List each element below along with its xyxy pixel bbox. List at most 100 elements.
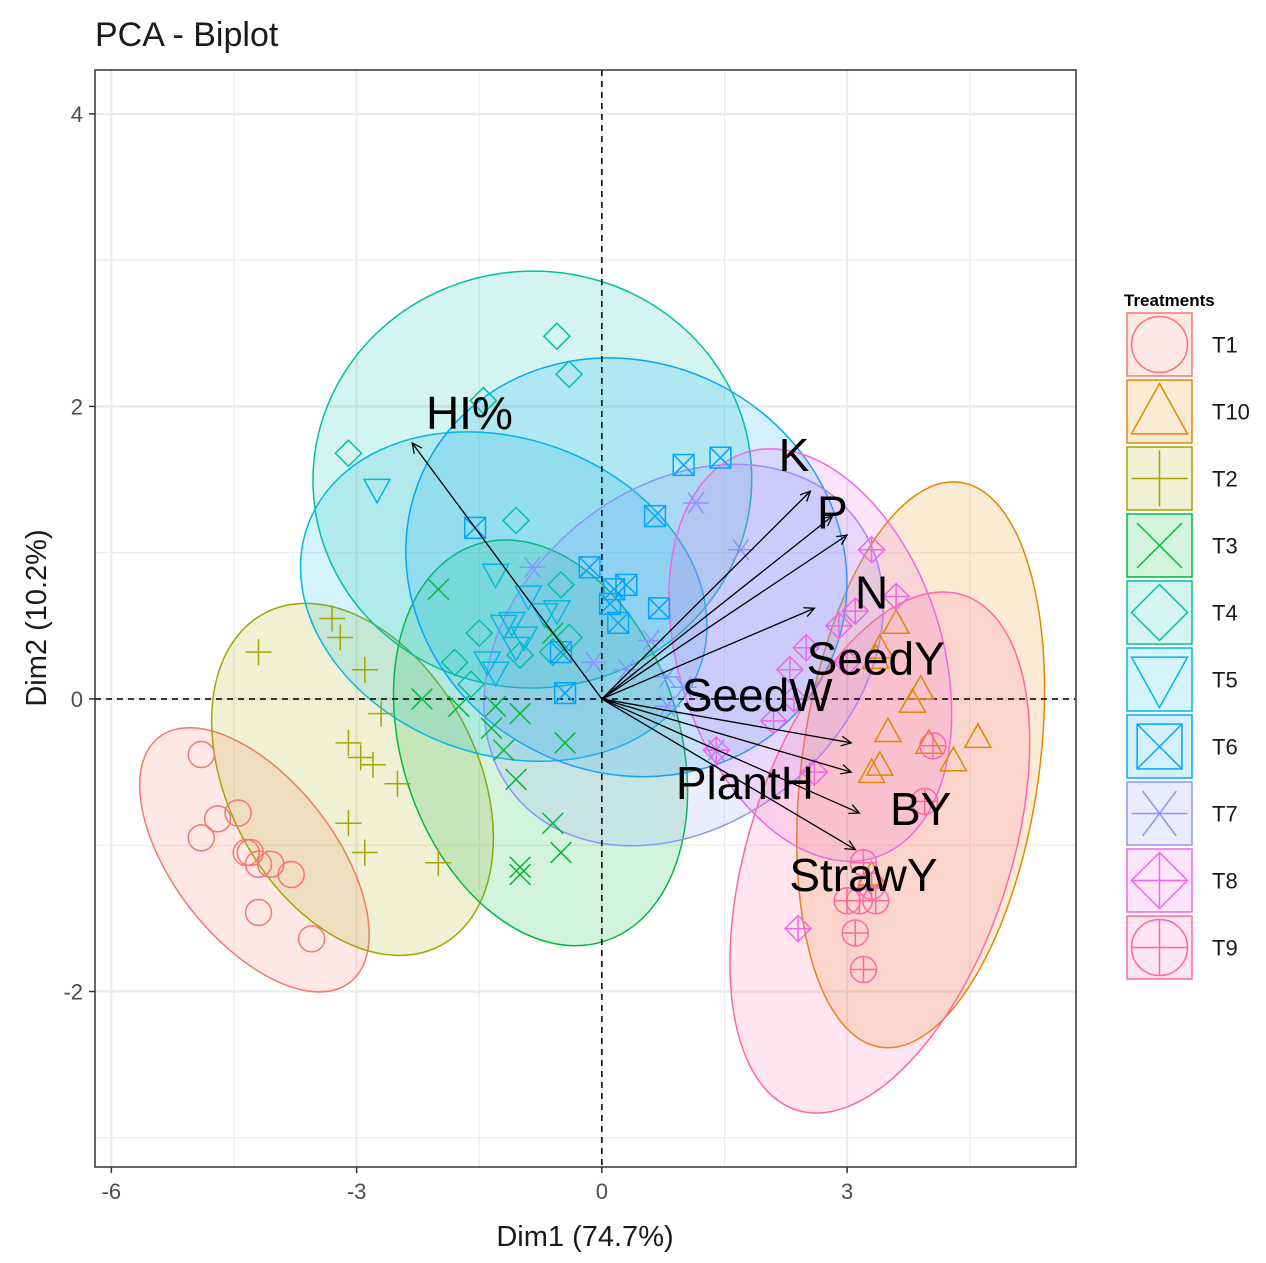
data-point-t9 — [911, 787, 939, 816]
data-point-t8 — [857, 535, 886, 564]
data-point-t7 — [670, 676, 697, 699]
data-point-t9 — [849, 955, 878, 984]
variable-arrow-line — [601, 698, 852, 773]
x-tick-label: -3 — [347, 1179, 367, 1204]
legend: Treatments T1 T10 T2 T3 T4 T5 T6 T7 T8 T9 — [1124, 291, 1250, 980]
data-point-t5 — [501, 636, 531, 663]
variable-label: SeedW — [682, 669, 833, 721]
data-point-t6 — [578, 556, 601, 579]
variable-label: P — [817, 486, 848, 538]
data-point-t10 — [861, 643, 890, 670]
legend-marker-t4 — [1130, 583, 1189, 642]
variable-arrow-head — [844, 840, 857, 851]
data-point-t1 — [187, 740, 216, 769]
data-point-t10 — [914, 728, 944, 754]
data-point-t4 — [334, 439, 363, 468]
data-point-t5 — [362, 478, 392, 505]
data-point-t3 — [509, 702, 532, 725]
legend-label-t6: T6 — [1212, 735, 1238, 760]
variable-label: N — [855, 567, 888, 619]
data-point-t8 — [783, 914, 813, 943]
data-point-t2 — [351, 656, 378, 683]
data-point-t3 — [427, 578, 450, 601]
legend-marker-t9 — [1130, 918, 1189, 977]
variable-label: K — [779, 429, 810, 481]
y-tick-label: 0 — [71, 687, 83, 712]
data-point-t8 — [779, 684, 809, 714]
confidence-ellipse-t2 — [210, 602, 495, 957]
data-point-t5 — [530, 602, 559, 629]
data-point-t5 — [514, 585, 543, 612]
data-point-t2 — [384, 770, 411, 797]
data-point-t2 — [335, 810, 362, 837]
data-point-t7 — [613, 658, 640, 681]
legend-label-t3: T3 — [1212, 534, 1238, 559]
variable-arrow-line — [601, 698, 860, 814]
data-point-t4 — [456, 670, 486, 699]
legend-marker-t3 — [1136, 522, 1183, 569]
data-point-t4 — [538, 638, 567, 667]
data-point-t3 — [541, 812, 564, 835]
variable-arrow-head — [836, 534, 849, 545]
variable-arrow-line — [601, 534, 848, 700]
plot-border — [94, 69, 1077, 1168]
data-point-t4 — [506, 641, 535, 670]
data-point-t4 — [542, 322, 571, 351]
variable-label: BY — [890, 783, 951, 835]
variable-arrow-head — [840, 764, 853, 775]
legend-marker-t7 — [1131, 790, 1188, 837]
grid-layer — [95, 70, 1076, 1167]
variable-arrow-head — [821, 515, 834, 527]
legend-label-t1: T1 — [1212, 333, 1238, 358]
data-point-t10 — [898, 687, 927, 714]
data-point-t3 — [484, 695, 507, 718]
confidence-ellipses — [138, 270, 1046, 1114]
data-point-t1 — [203, 805, 232, 833]
variable-arrow-head — [803, 607, 816, 617]
variable-arrow-head — [411, 441, 423, 454]
data-point-t9 — [841, 919, 870, 947]
data-point-t3 — [492, 739, 515, 762]
data-point-t8 — [775, 655, 804, 684]
legend-key-t1 — [1126, 312, 1193, 377]
data-point-t5 — [497, 611, 527, 638]
data-point-t10 — [881, 608, 911, 635]
x-tick-label: 0 — [596, 1179, 608, 1204]
data-point-t10 — [906, 674, 935, 700]
data-point-t2 — [359, 751, 386, 778]
data-point-t3 — [509, 863, 532, 886]
data-point-t10 — [865, 633, 895, 659]
data-point-t5 — [542, 600, 572, 626]
data-point-t4 — [555, 360, 584, 389]
confidence-ellipse-t4 — [312, 270, 753, 689]
data-point-t8 — [824, 611, 853, 640]
data-point-t7 — [727, 538, 754, 561]
legend-key-t5 — [1126, 647, 1193, 712]
data-point-t8 — [882, 582, 911, 611]
x-axis-title: Dim1 (74.7%) — [496, 1221, 673, 1253]
data-point-t6 — [709, 446, 732, 469]
legend-label-t9: T9 — [1212, 936, 1238, 961]
variable-arrow-head — [840, 735, 853, 747]
variable-label: StrawY — [789, 849, 937, 901]
data-point-t2 — [425, 849, 452, 876]
data-point-t7 — [519, 556, 546, 579]
axes: -6 -3 0 3 -2 0 2 4 — [63, 102, 853, 1204]
data-point-t3 — [554, 731, 576, 754]
data-point-t2 — [319, 605, 346, 632]
legend-key-t10 — [1126, 379, 1193, 444]
data-point-t6 — [672, 453, 695, 477]
legend-marker-t2 — [1131, 450, 1188, 507]
data-point-t6 — [549, 640, 573, 664]
data-point-t7 — [637, 629, 664, 652]
legend-label-t10: T10 — [1212, 400, 1250, 425]
variable-arrow-head — [848, 804, 861, 815]
data-point-t7 — [580, 651, 607, 674]
variable-arrow-head — [799, 490, 812, 502]
data-point-t8 — [833, 648, 862, 677]
x-tick-label: 3 — [841, 1179, 853, 1204]
legend-label-t8: T8 — [1212, 869, 1238, 894]
variable-arrow-line — [411, 442, 603, 700]
